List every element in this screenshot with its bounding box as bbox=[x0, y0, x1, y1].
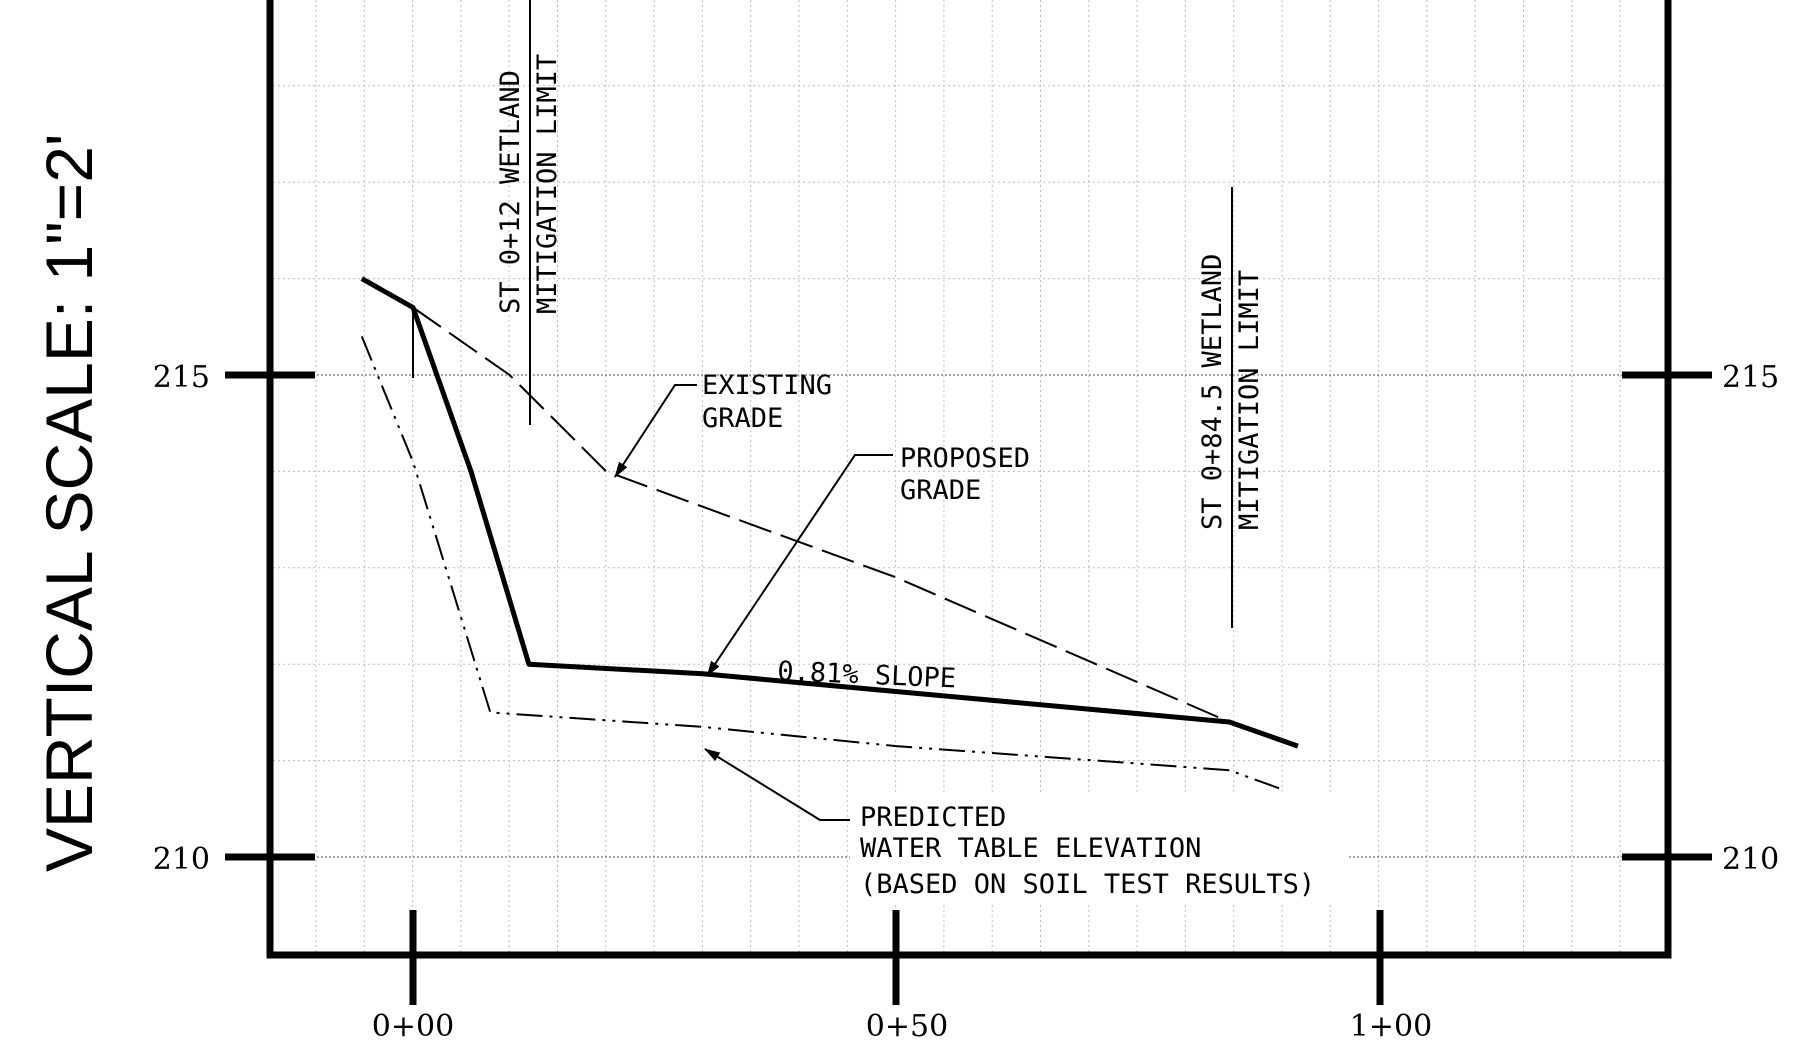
elevation-ticks bbox=[225, 371, 1712, 861]
elevation-label-215-right: 215 bbox=[1722, 360, 1779, 395]
elevation-label-210-right: 210 bbox=[1722, 842, 1779, 877]
water-table-label-line1: PREDICTED bbox=[860, 802, 1006, 833]
water-table-label: PREDICTED WATER TABLE ELEVATION (BASED O… bbox=[850, 795, 1348, 903]
existing-grade-label-line2: GRADE bbox=[702, 403, 783, 434]
wetland-label-84-line1: ST 0+84.5 WETLAND bbox=[1197, 254, 1228, 530]
plot-frame bbox=[266, 0, 1672, 959]
wetland-label-12: ST 0+12 WETLAND MITIGATION LIMIT bbox=[495, 54, 563, 314]
wetland-limit-lines bbox=[529, 0, 1233, 628]
grid bbox=[273, 0, 1665, 952]
leaders bbox=[614, 384, 893, 821]
wetland-label-84-line2: MITIGATION LIMIT bbox=[1234, 270, 1265, 530]
station-label-0: 0+00 bbox=[372, 1009, 454, 1040]
existing-grade-label-line1: EXISTING bbox=[702, 370, 832, 401]
vertical-scale-label: VERTICAL SCALE: 1"=2' bbox=[32, 133, 106, 872]
station-ticks bbox=[409, 910, 1384, 1005]
water-table-leader bbox=[704, 748, 853, 821]
elevation-label-215-left: 215 bbox=[153, 360, 210, 395]
existing-grade-line bbox=[412, 306, 1230, 723]
station-label-100: 1+00 bbox=[1350, 1009, 1432, 1040]
water-table-label-line2: WATER TABLE ELEVATION bbox=[860, 833, 1201, 864]
proposed-grade-line bbox=[360, 276, 1299, 749]
wetland-label-84: ST 0+84.5 WETLAND MITIGATION LIMIT bbox=[1197, 254, 1265, 530]
wetland-label-12-line1: ST 0+12 WETLAND bbox=[495, 70, 526, 314]
water-table-label-line3: (BASED ON SOIL TEST RESULTS) bbox=[860, 869, 1315, 900]
wetland-label-12-line2: MITIGATION LIMIT bbox=[532, 54, 563, 314]
proposed-grade-label-line2: GRADE bbox=[900, 475, 981, 506]
proposed-grade-leader bbox=[706, 454, 893, 677]
slope-label: 0.81% SLOPE bbox=[777, 656, 957, 694]
existing-grade-leader bbox=[614, 384, 697, 478]
elevation-label-210-left: 210 bbox=[153, 842, 210, 877]
proposed-grade-label-line1: PROPOSED bbox=[900, 443, 1030, 474]
station-label-50: 0+50 bbox=[866, 1009, 948, 1040]
